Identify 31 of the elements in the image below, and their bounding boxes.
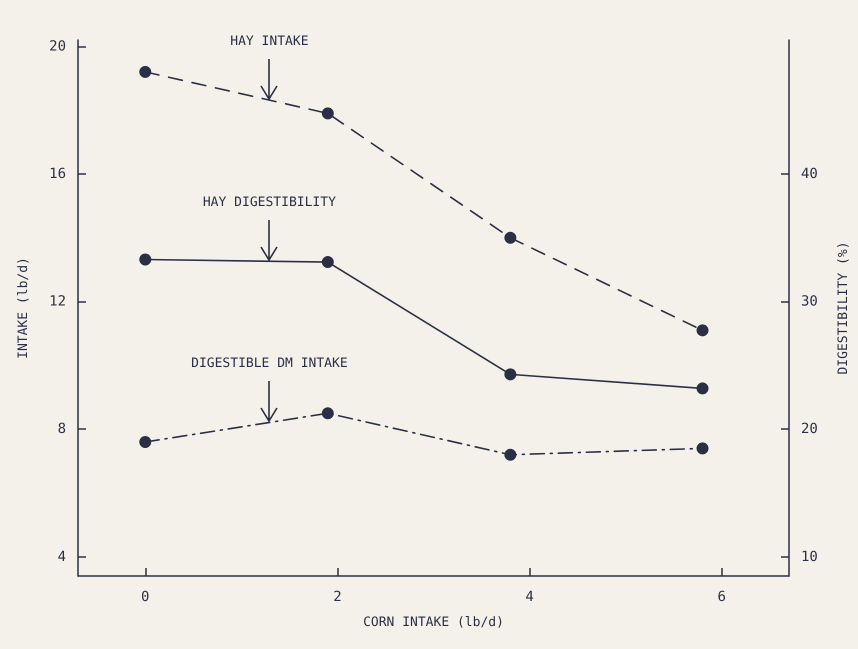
point: [504, 368, 516, 380]
y2-tick-label: 40: [801, 166, 818, 182]
x-tick-label: 2: [333, 589, 342, 605]
y2-axis-title: DIGESTIBILITY (%): [836, 241, 851, 375]
y-tick-label: 8: [58, 421, 66, 438]
y-tick-label: 16: [49, 166, 66, 182]
point: [504, 448, 516, 461]
x-tick-label: 6: [718, 589, 726, 605]
x-tick-label: 0: [141, 589, 150, 605]
y-tick-label: 4: [58, 548, 66, 565]
point: [322, 407, 334, 420]
point: [504, 232, 516, 244]
y2-tick-label: 20: [801, 421, 818, 438]
point: [696, 382, 709, 394]
y-tick-label: 12: [49, 294, 66, 310]
text: HAY INTAKE: [230, 34, 309, 50]
point: [139, 66, 152, 78]
y2-tick-label: 30: [801, 294, 818, 310]
text: DIGESTIBLE DM INTAKE: [191, 356, 348, 372]
point: [322, 256, 334, 268]
x-axis-title: CORN INTAKE (lb/d): [363, 615, 504, 630]
point: [139, 254, 152, 266]
point: [696, 442, 709, 454]
point: [322, 107, 334, 120]
point: [139, 436, 152, 448]
x-tick-label: 4: [525, 589, 534, 605]
point: [696, 324, 709, 336]
text: HAY DIGESTIBILITY: [202, 195, 336, 210]
y-axis-title: INTAKE (lb/d): [16, 257, 31, 359]
y2-tick-label: 10: [801, 548, 818, 565]
y-tick-label: 20: [49, 38, 66, 54]
